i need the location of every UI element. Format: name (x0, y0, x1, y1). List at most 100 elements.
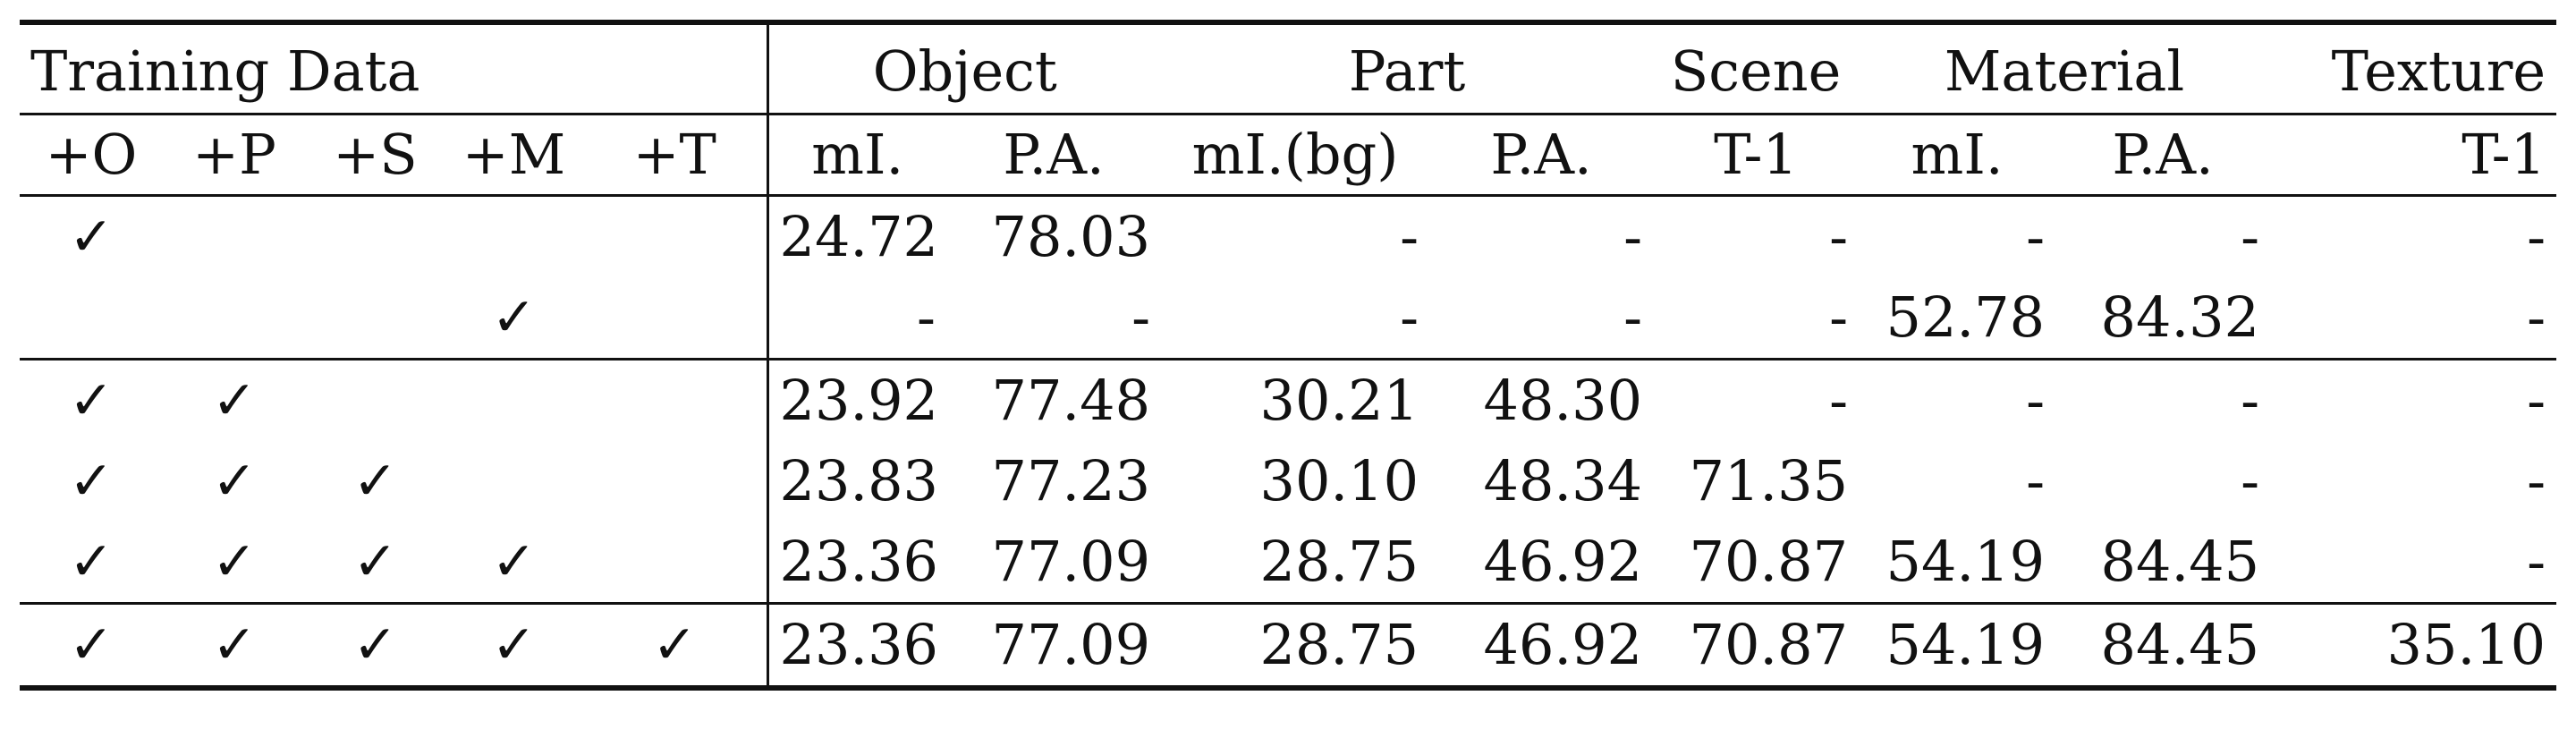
value-cell: 84.45 (2055, 602, 2271, 688)
check-cell: ✓ (583, 602, 769, 688)
table-row: ✓ ✓ ✓ ✓ ✓ 23.36 77.09 28.75 46.92 70.87 … (20, 602, 2557, 688)
check-cell (583, 441, 769, 522)
check-cell (445, 358, 583, 441)
value-cell: 84.32 (2100, 284, 2260, 350)
metric-header: P.A. (946, 113, 1162, 196)
value-cell: - (2241, 448, 2260, 513)
metric-header: mI.(bg) (1161, 113, 1430, 196)
metric-header: T-1 (2270, 113, 2557, 196)
check-cell: ✓ (20, 194, 163, 277)
check-cell (163, 194, 306, 277)
value-cell: 23.36 (767, 602, 946, 688)
value-cell: 30.10 (1259, 448, 1419, 513)
check-cell: ✓ (445, 602, 583, 688)
check-cell: ✓ (211, 530, 258, 593)
header-task-part: Part (1348, 38, 1466, 104)
check-cell (583, 277, 769, 360)
header-task-material: Material (1944, 38, 2185, 104)
value-cell: 77.23 (991, 448, 1151, 513)
value-cell: - (2527, 529, 2546, 594)
value-cell: 70.87 (1653, 602, 1860, 688)
table-row: ✓ ✓ 23.92 77.48 30.21 48.30 - - - - (20, 358, 2557, 441)
value-cell: - (2055, 194, 2271, 277)
value-cell: 54.19 (1859, 602, 2056, 688)
check-cell: ✓ (68, 450, 114, 513)
metric-header: mI. (1859, 113, 2056, 196)
table-row: ✓ ✓ ✓ 23.83 77.23 30.10 48.34 71.35 - - … (20, 441, 2556, 522)
metric-header: T-1 (1653, 113, 1860, 196)
flag-header: +O (20, 113, 163, 196)
value-cell: 77.09 (991, 529, 1151, 594)
value-cell: 48.34 (1483, 448, 1643, 513)
flag-header: +M (445, 113, 583, 196)
check-cell (306, 194, 445, 277)
value-cell: 52.78 (1885, 284, 2046, 350)
check-cell: ✓ (352, 530, 398, 593)
value-cell: - (1400, 284, 1419, 350)
header-task-scene: Scene (1670, 38, 1842, 104)
metric-header: mI. (767, 113, 946, 196)
value-cell: 77.48 (946, 358, 1162, 441)
header-training-data: Training Data (20, 22, 769, 115)
value-cell: - (1623, 284, 1643, 350)
value-cell: 28.75 (1161, 602, 1430, 688)
table-row: ✓ - - - - - 52.78 84.32 - (20, 277, 2556, 360)
check-cell (306, 358, 445, 441)
check-cell: ✓ (68, 530, 114, 593)
value-cell: 30.21 (1161, 358, 1430, 441)
check-cell: ✓ (211, 450, 258, 513)
check-cell: ✓ (163, 358, 306, 441)
flag-header: +P (163, 113, 306, 196)
value-cell: 54.19 (1885, 529, 2046, 594)
value-cell: 24.72 (767, 194, 946, 277)
header-task-object: Object (872, 38, 1057, 104)
results-table-container: Training Data Object Part Scene Material… (20, 20, 2557, 691)
check-cell (583, 194, 769, 277)
check-cell: ✓ (20, 602, 163, 688)
value-cell: 23.83 (779, 448, 939, 513)
value-cell: 70.87 (1689, 529, 1849, 594)
check-cell (20, 277, 163, 360)
check-cell: ✓ (20, 358, 163, 441)
value-cell: 48.30 (1429, 358, 1654, 441)
value-cell: 23.92 (767, 358, 946, 441)
value-cell: - (2527, 284, 2546, 350)
flag-header: +S (306, 113, 445, 196)
value-cell: - (1829, 284, 1849, 350)
value-cell: 23.36 (779, 529, 939, 594)
check-cell (445, 441, 583, 522)
check-cell: ✓ (163, 602, 306, 688)
value-cell: - (2055, 358, 2271, 441)
value-cell: 71.35 (1689, 448, 1849, 513)
value-cell: 28.75 (1259, 529, 1419, 594)
value-cell: - (917, 284, 936, 350)
table-row: ✓ 24.72 78.03 - - - - - - (20, 194, 2557, 277)
value-cell: 84.45 (2100, 529, 2260, 594)
header-task-texture: Texture (2331, 38, 2546, 104)
check-cell (306, 277, 445, 360)
value-cell: 46.92 (1429, 602, 1654, 688)
value-cell: - (1653, 358, 1860, 441)
value-cell: - (1429, 194, 1654, 277)
value-cell: - (1859, 194, 2056, 277)
header-row-metrics: +O +P +S +M +T mI. P.A. mI.(bg) P.A. T-1… (20, 113, 2557, 196)
value-cell: - (1131, 284, 1151, 350)
check-cell: ✓ (491, 286, 537, 349)
check-cell (163, 277, 306, 360)
check-cell (445, 194, 583, 277)
check-cell (583, 522, 769, 604)
flag-header: +T (583, 113, 769, 196)
check-cell: ✓ (491, 530, 537, 593)
header-row-tasks: Training Data Object Part Scene Material… (20, 22, 2556, 115)
check-cell: ✓ (352, 450, 398, 513)
value-cell: - (2270, 358, 2557, 441)
results-table: Training Data Object Part Scene Material… (20, 20, 2557, 691)
metric-header: P.A. (1429, 113, 1654, 196)
check-cell: ✓ (306, 602, 445, 688)
value-cell: - (2527, 448, 2546, 513)
value-cell: - (2270, 194, 2557, 277)
check-cell (583, 358, 769, 441)
value-cell: 77.09 (946, 602, 1162, 688)
value-cell: - (1161, 194, 1430, 277)
value-cell: 46.92 (1483, 529, 1643, 594)
